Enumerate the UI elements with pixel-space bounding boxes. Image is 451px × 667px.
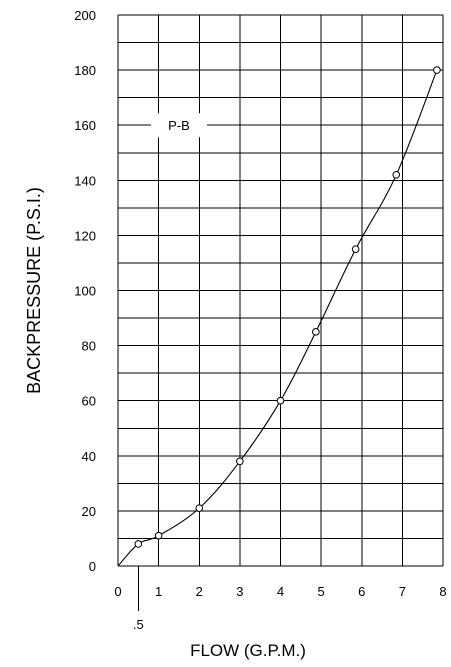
y-tick-label: 180 <box>74 63 96 78</box>
y-tick-label: 20 <box>82 504 96 519</box>
data-point <box>392 170 401 179</box>
x-tick-label: 2 <box>196 584 203 599</box>
series-curve-group <box>117 69 438 567</box>
series-label: P-B <box>168 118 190 133</box>
y-tick-labels: 0 20 40 60 80 100 120 140 160 180 200 <box>74 8 96 574</box>
x-tick-label: 6 <box>358 584 365 599</box>
data-point <box>312 328 320 336</box>
y-tick-label: 60 <box>82 394 96 409</box>
data-point <box>236 457 244 466</box>
y-tick-label: 0 <box>89 559 96 574</box>
data-point <box>134 540 143 548</box>
x-tick-labels: 0 1 2 3 4 5 6 7 8 .5 <box>114 566 447 632</box>
x-axis-label: FLOW (G.P.M.) <box>190 641 306 660</box>
data-point <box>195 504 204 512</box>
x-tick-label: 3 <box>236 584 243 599</box>
y-tick-label: 160 <box>74 118 96 133</box>
data-point <box>351 245 360 253</box>
data-point <box>276 396 285 405</box>
x-tick-label: 1 <box>155 584 162 599</box>
series-label-box: P-B <box>150 113 207 138</box>
series-line <box>117 69 438 567</box>
series-markers <box>134 66 441 548</box>
extra-tick-label: .5 <box>133 617 144 632</box>
x-tick-label: 5 <box>318 584 325 599</box>
series-label-background <box>150 113 207 138</box>
x-tick-label: 7 <box>399 584 406 599</box>
grid <box>117 14 444 567</box>
x-tick-label: 8 <box>439 584 446 599</box>
y-tick-label: 100 <box>74 284 96 299</box>
y-axis-label: BACKPRESSURE (P.S.I.) <box>24 187 44 394</box>
x-tick-label: 0 <box>114 584 121 599</box>
y-tick-label: 200 <box>74 8 96 23</box>
y-tick-label: 120 <box>74 228 96 243</box>
x-tick-label: 4 <box>277 584 284 599</box>
data-point <box>433 66 441 74</box>
y-tick-label: 80 <box>82 339 96 354</box>
y-tick-label: 40 <box>82 449 96 464</box>
data-point <box>154 531 163 540</box>
y-tick-label: 140 <box>74 173 96 188</box>
